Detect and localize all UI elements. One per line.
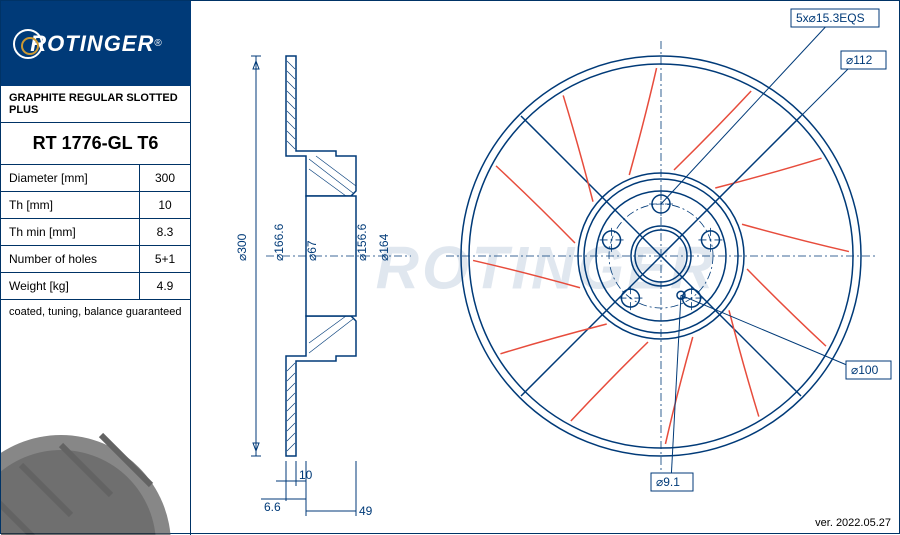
version-label: ver. 2022.05.27 <box>815 517 891 529</box>
svg-text:⌀100: ⌀100 <box>851 363 879 377</box>
spec-row: Th [mm]10 <box>1 192 190 219</box>
brand-name: ROTINGER <box>30 31 154 57</box>
dim-outer-dia: ⌀300 <box>235 233 249 261</box>
dim-166: ⌀166.6 <box>272 223 286 261</box>
spec-header: GRAPHITE REGULAR SLOTTED PLUS <box>1 86 190 123</box>
svg-text:⌀9.1: ⌀9.1 <box>656 475 680 489</box>
spec-label: Number of holes <box>1 246 140 272</box>
svg-text:5x⌀15.3EQS: 5x⌀15.3EQS <box>796 11 865 25</box>
brand-logo: ROTINGER ® <box>1 1 191 86</box>
dim-156: ⌀156.6 <box>355 223 369 261</box>
dim-67: ⌀67 <box>305 240 319 261</box>
spec-row: Weight [kg]4.9 <box>1 273 190 300</box>
spec-value: 8.3 <box>140 219 190 245</box>
technical-drawing: ROTINGER ⌀300 <box>191 1 900 535</box>
spec-label: Th [mm] <box>1 192 140 218</box>
spec-value: 10 <box>140 192 190 218</box>
dim-th: 10 <box>299 468 313 482</box>
registered-icon: ® <box>154 38 161 49</box>
spec-row: Diameter [mm]300 <box>1 165 190 192</box>
spec-footer: coated, tuning, balance guaranteed <box>1 300 190 324</box>
part-number: RT 1776-GL T6 <box>1 123 190 165</box>
dim-49: 49 <box>359 504 373 518</box>
dim-164: ⌀164 <box>377 233 391 261</box>
spec-value: 4.9 <box>140 273 190 299</box>
spec-label: Diameter [mm] <box>1 165 140 191</box>
spec-row: Th min [mm]8.3 <box>1 219 190 246</box>
logo-emblem-icon <box>13 29 43 59</box>
spec-value: 5+1 <box>140 246 190 272</box>
spec-value: 300 <box>140 165 190 191</box>
spec-row: Number of holes5+1 <box>1 246 190 273</box>
dim-6.6: 6.6 <box>264 500 281 514</box>
svg-text:⌀112: ⌀112 <box>846 53 873 67</box>
bg-rotor-image <box>1 415 191 535</box>
spec-label: Weight [kg] <box>1 273 140 299</box>
spec-label: Th min [mm] <box>1 219 140 245</box>
